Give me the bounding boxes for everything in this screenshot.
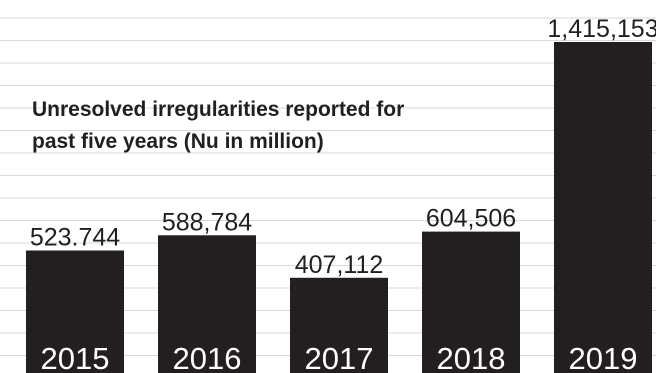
category-label-2015: 2015 <box>41 341 110 373</box>
bar-2015 <box>26 250 124 373</box>
value-label-2017: 407,112 <box>295 251 384 279</box>
bars <box>26 42 652 373</box>
bar-2019 <box>554 42 652 373</box>
chart-title-line-2: past five years (Nu in million) <box>32 130 324 153</box>
value-label-2015: 523.744 <box>30 223 120 251</box>
bar-2017 <box>290 277 388 373</box>
category-label-2018: 2018 <box>437 341 506 373</box>
category-label-2019: 2019 <box>569 341 638 373</box>
chart-title-line-1: Unresolved irregularities reported for <box>32 98 404 121</box>
value-label-2019: 1,415,153 <box>547 15 656 43</box>
bar-2016 <box>158 235 256 373</box>
value-label-2016: 588,784 <box>162 208 252 236</box>
value-label-2018: 604,506 <box>426 205 516 233</box>
category-label-2017: 2017 <box>305 341 374 373</box>
bar-2018 <box>422 231 520 373</box>
value-labels: 523.744 588,784 407,112 604,506 1,415,153 <box>30 15 656 279</box>
category-labels: 2015 2016 2017 2018 2019 <box>41 341 638 373</box>
category-label-2016: 2016 <box>173 341 242 373</box>
